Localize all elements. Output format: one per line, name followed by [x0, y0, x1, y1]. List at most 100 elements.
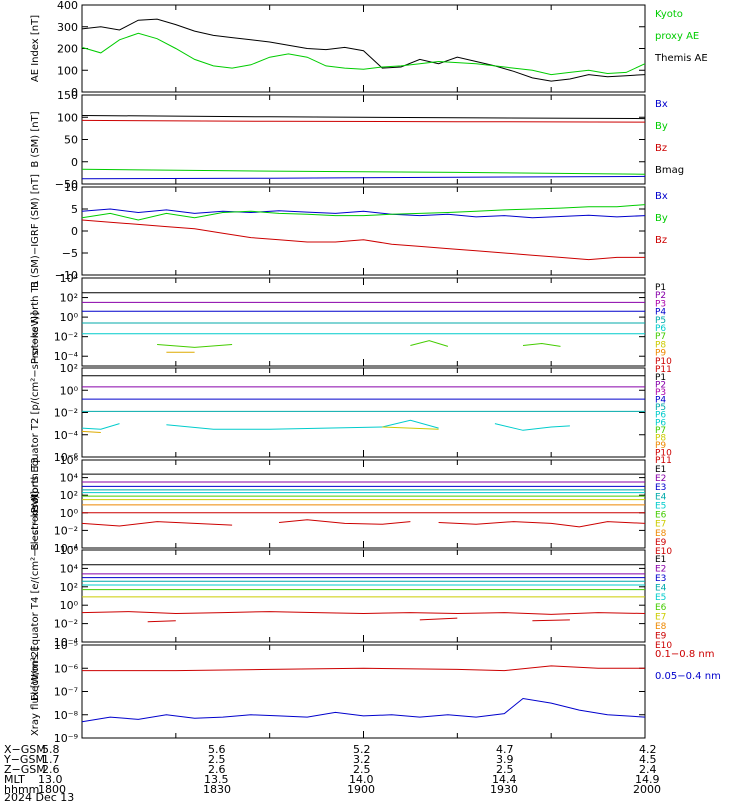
eph-value: 4.5: [639, 753, 657, 766]
panel-frame: [81, 4, 646, 93]
y-tick-label: 10⁻⁶: [54, 662, 79, 675]
legend-entry: E8: [655, 622, 667, 632]
legend-entry: proxy AE: [655, 31, 699, 42]
y-tick-label: 10⁻⁴: [54, 429, 79, 442]
legend-entry: P8: [655, 340, 666, 350]
legend-entry: P9: [655, 349, 666, 359]
legend-entry: E7: [655, 612, 666, 622]
y-tick-label: 10⁶: [60, 454, 79, 467]
y-tick-label: 10⁻⁹: [54, 732, 78, 742]
y-tick-label: 0: [71, 225, 78, 238]
y-tick-label: 10⁻⁶: [54, 451, 79, 464]
legend-entry: P11: [655, 456, 672, 466]
legend-entry: E9: [655, 538, 667, 548]
legend-entry: E2: [655, 565, 666, 575]
eph-value: 2000: [633, 783, 661, 796]
y-tick-label: 10⁴: [60, 272, 79, 285]
y-tick-label: −5: [62, 247, 78, 260]
y-tick-label: 10²: [60, 292, 78, 305]
legend-entry: E7: [655, 520, 666, 530]
legend-entry: P4: [655, 308, 666, 318]
y-tick-label: 10⁴: [60, 562, 79, 575]
y-tick-label: 0: [71, 86, 78, 99]
series-line: [81, 175, 646, 180]
y-axis-label: Protons Equator T2 [p/(cm²−s−sr−keV)]: [30, 312, 41, 514]
y-tick-label: 10²: [60, 362, 78, 375]
y-axis-label: B (SM) [nT]: [30, 111, 41, 167]
legend-entry: E3: [655, 483, 666, 493]
eph-value: 5.2: [353, 743, 371, 756]
series-line: [147, 620, 176, 623]
legend-entry: E8: [655, 529, 667, 539]
series-line: [410, 340, 449, 347]
legend-entry: E4: [655, 492, 667, 502]
series-line: [81, 18, 646, 82]
eph-value: 2.4: [639, 763, 657, 776]
eph-label: hhmm: [4, 783, 40, 796]
series-line: [81, 521, 233, 527]
series-line: [81, 119, 646, 123]
legend-entry: By: [655, 121, 668, 132]
legend-entry: E6: [655, 603, 667, 613]
eph-value: 1830: [203, 783, 231, 796]
series-line: [419, 617, 458, 621]
eph-value: 5.8: [42, 743, 60, 756]
series-line: [522, 342, 561, 347]
legend-entry: Themis AE: [654, 53, 708, 64]
legend-entry: P10: [655, 357, 672, 367]
legend-entry: E5: [655, 501, 666, 511]
legend-entry: E5: [655, 593, 666, 603]
y-tick-label: 10⁰: [60, 311, 79, 324]
legend-entry: P5: [655, 316, 666, 326]
y-axis-label: AE Index [nT]: [30, 15, 41, 82]
y-tick-label: 10²: [60, 489, 78, 502]
eph-value: 13.0: [38, 773, 63, 786]
eph-value: 5.6: [208, 743, 226, 756]
y-axis-label: Xray flux [W/m²2]: [30, 647, 41, 736]
legend-entry: P3: [655, 388, 666, 398]
legend-entry: E1: [655, 465, 666, 475]
y-tick-label: 100: [57, 64, 78, 77]
y-tick-label: −10: [55, 269, 78, 282]
y-axis-label: Electrons North T3: [30, 457, 41, 550]
eph-value: 2.5: [353, 763, 371, 776]
eph-value: 14.0: [349, 773, 374, 786]
ephemeris-table: X−GSM 5.8 5.6 5.2 4.7 4.2 Y−GSM 1.7 2.5 …: [0, 742, 750, 803]
legend-entry: P8: [655, 433, 666, 443]
eph-value: 2.5: [208, 753, 226, 766]
legend-entry: 0.05−0.4 nm: [655, 671, 721, 682]
y-tick-label: 10⁻⁴: [54, 350, 79, 363]
series-line: [81, 423, 120, 430]
series-line: [81, 611, 646, 615]
series-line: [81, 32, 646, 76]
eph-value: 4.2: [639, 743, 657, 756]
legend-entry: P7: [655, 426, 666, 436]
eph-label: MLT: [4, 773, 25, 786]
legend-entry: Bmag: [655, 165, 684, 176]
eph-value: 1930: [490, 783, 518, 796]
y-tick-label: 10⁻²: [54, 618, 78, 631]
series-line: [438, 521, 646, 528]
y-tick-label: 10⁻²: [54, 524, 78, 537]
legend-entry: E9: [655, 631, 667, 641]
legend-entry: By: [655, 213, 668, 224]
y-tick-label: 200: [57, 43, 78, 56]
legend-entry: P2: [655, 381, 666, 391]
eph-value: 1.7: [42, 753, 60, 766]
series-line: [81, 697, 646, 723]
eph-value: 3.2: [353, 753, 371, 766]
legend-entry: E3: [655, 574, 666, 584]
legend-entry: P1: [655, 283, 666, 293]
y-tick-label: 10²: [60, 581, 78, 594]
series-line: [532, 619, 570, 622]
eph-value: 1900: [347, 783, 375, 796]
eph-value: 14.4: [492, 773, 517, 786]
y-tick-label: 5: [71, 203, 78, 216]
legend-entry: P6: [655, 411, 666, 421]
y-tick-label: 0: [71, 156, 78, 169]
eph-value: 13.5: [204, 773, 229, 786]
series-line: [81, 219, 645, 261]
y-tick-label: 10⁴: [60, 472, 79, 485]
legend-entry: E10: [655, 641, 672, 651]
